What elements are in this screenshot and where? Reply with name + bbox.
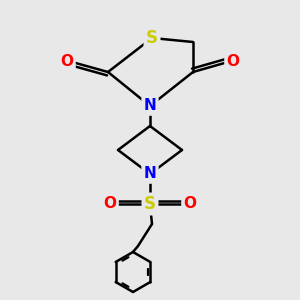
Text: O: O bbox=[103, 196, 116, 211]
Text: O: O bbox=[61, 55, 74, 70]
Text: S: S bbox=[144, 195, 156, 213]
Text: O: O bbox=[184, 196, 196, 211]
Text: S: S bbox=[146, 29, 158, 47]
Text: N: N bbox=[144, 98, 156, 113]
Text: N: N bbox=[144, 167, 156, 182]
Text: O: O bbox=[226, 55, 239, 70]
